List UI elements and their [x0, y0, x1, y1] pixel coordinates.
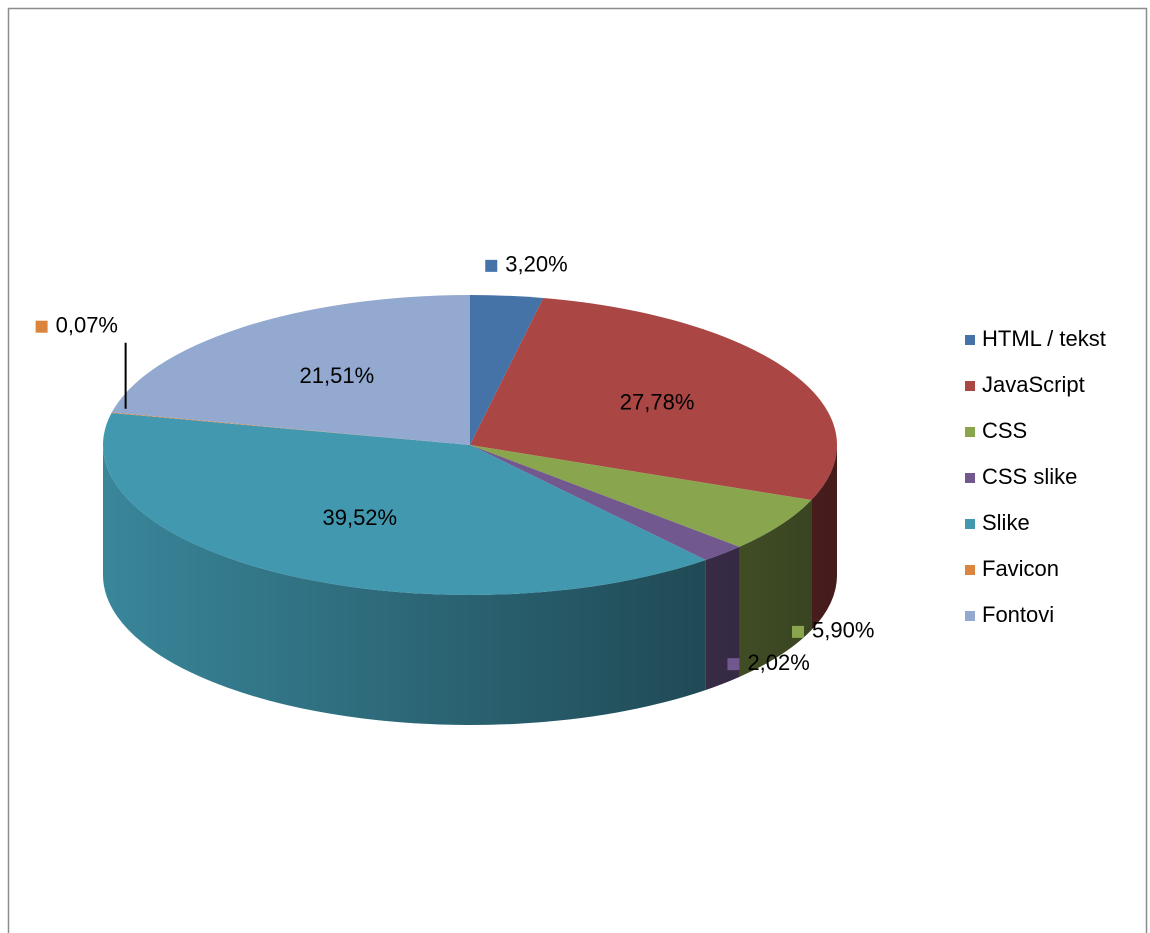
pie-side-shade — [103, 445, 706, 725]
pie-side-shade — [811, 445, 837, 631]
data-label-marker — [792, 625, 805, 638]
data-label: 0,07% — [56, 313, 118, 338]
chart-frame — [7, 7, 1148, 933]
data-label: 27,78% — [620, 389, 695, 414]
pie-slice — [111, 295, 470, 445]
legend-swatch — [965, 519, 975, 529]
legend-swatch — [965, 611, 975, 621]
pie-side-shade — [705, 546, 740, 690]
legend-swatch — [965, 473, 975, 483]
legend-label: Slike — [982, 510, 1030, 535]
legend-swatch — [965, 381, 975, 391]
pie-slice — [470, 298, 837, 501]
legend-label: CSS — [982, 418, 1027, 443]
data-label: 21,51% — [300, 363, 375, 388]
pie-slice — [470, 295, 544, 445]
data-label: 5,90% — [812, 618, 874, 643]
legend-swatch — [965, 427, 975, 437]
pie-slice — [111, 412, 470, 445]
legend-label: HTML / tekst — [982, 326, 1106, 351]
pie-slice — [470, 445, 740, 560]
data-label-marker — [35, 320, 48, 333]
pie-slice — [470, 445, 812, 547]
data-label: 39,52% — [322, 505, 397, 530]
legend-label: CSS slike — [982, 464, 1077, 489]
data-label: 2,02% — [747, 650, 809, 675]
legend-swatch — [965, 335, 975, 345]
data-label-marker — [485, 259, 498, 272]
legend-label: JavaScript — [982, 372, 1085, 397]
legend-label: Favicon — [982, 556, 1059, 581]
legend-label: Fontovi — [982, 602, 1054, 627]
pie-slice — [102, 413, 706, 596]
legend-swatch — [965, 565, 975, 575]
data-label: 3,20% — [505, 252, 567, 277]
data-label-marker — [727, 658, 740, 671]
